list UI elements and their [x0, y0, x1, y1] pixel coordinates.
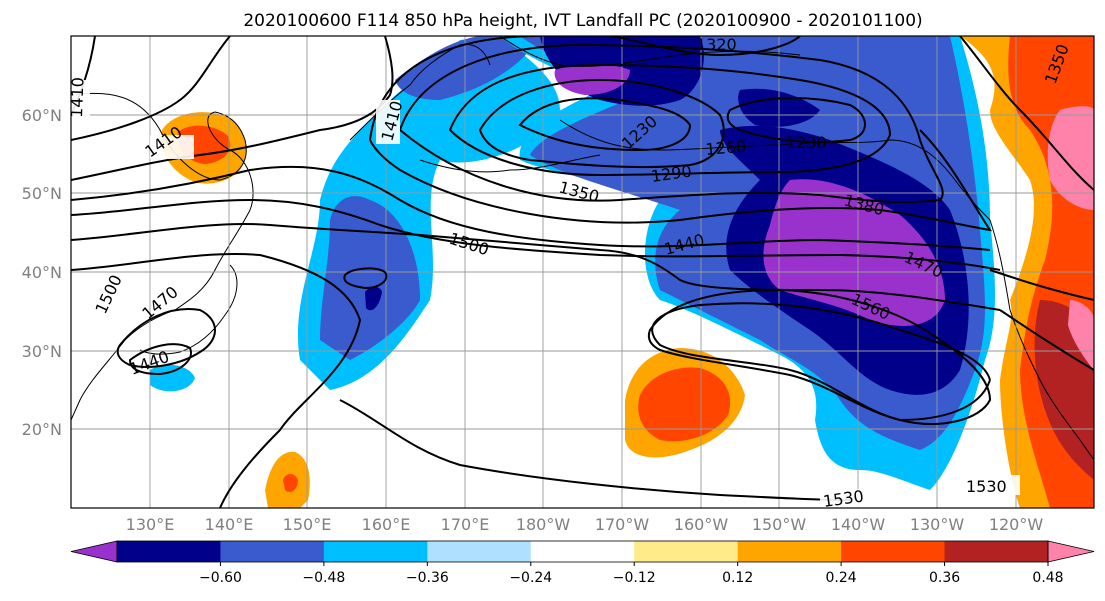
- contour-labels: 1410 1410 1410 1470 1500 1440 1230 1260 …: [67, 35, 1073, 510]
- contour-small-loop: [343, 267, 388, 290]
- lon-tick-160e: 160°E: [362, 515, 411, 534]
- negative-blob-south-west: [150, 364, 195, 392]
- contour-1560: [647, 288, 992, 425]
- contour-1320: [609, 36, 801, 57]
- colorbar-swatch: [841, 541, 946, 562]
- contour-label-1530-b: 1530: [966, 477, 1007, 496]
- colorbar-frame: [116, 540, 1049, 563]
- colorbar-swatch: [634, 541, 739, 562]
- lat-tick-20: 20°N: [22, 420, 62, 439]
- colorbar-swatch: [737, 541, 842, 562]
- colorbar-swatch: [323, 541, 428, 562]
- contour-1260: [478, 78, 725, 169]
- colorbar-swatches: [70, 540, 1095, 563]
- colorbar-label: 0.24: [826, 570, 857, 586]
- colorbar-extend-max: [1047, 540, 1095, 563]
- map-frame: [70, 35, 1095, 509]
- lat-tick-60: 60°N: [22, 106, 62, 125]
- colorbar-swatch: [944, 541, 1049, 562]
- contour-1410-north: [71, 36, 231, 141]
- colorbar-label: −0.24: [509, 570, 552, 586]
- contour-1500: [71, 222, 1001, 311]
- colorbar: −0.60 −0.48 −0.36 −0.24 −0.12 0.12 0.24 0.36 0.4…: [70, 540, 1095, 586]
- negative-region-west-top: [395, 36, 540, 100]
- latitude-axis: 60°N 50°N 40°N 30°N 20°N: [22, 106, 62, 439]
- contour-east-1500: [999, 309, 1094, 371]
- positive-region-east-pink-2: [1068, 300, 1094, 370]
- colorbar-label: −0.36: [406, 570, 449, 586]
- contour-1410-arc: [71, 36, 394, 181]
- coast-northamerica: [989, 219, 1094, 461]
- lon-tick-180w: 180°W: [516, 515, 571, 534]
- contour-1350: [398, 43, 944, 204]
- contour-1290: [448, 63, 892, 177]
- positive-region-east-pink: [1047, 106, 1094, 210]
- lon-tick-130w: 130°W: [910, 515, 965, 534]
- contour-label-1410-a: 1410: [67, 77, 87, 118]
- positive-region-mid-red: [638, 367, 731, 442]
- colorbar-swatch: [220, 541, 325, 562]
- coast-japan: [139, 264, 238, 355]
- colorbar-label: 0.48: [1032, 570, 1063, 586]
- lon-tick-120w: 120°W: [989, 515, 1044, 534]
- map-title: 2020100600 F114 850 hPa height, IVT Land…: [243, 11, 922, 31]
- contour-1230-west: [518, 97, 692, 152]
- lon-tick-170w: 170°W: [595, 515, 650, 534]
- lat-tick-40: 40°N: [22, 263, 62, 282]
- contour-1530-south: [339, 399, 851, 501]
- contour-1470-japan: [116, 308, 216, 368]
- lon-tick-130e: 130°E: [126, 515, 175, 534]
- contour-1440: [71, 165, 991, 251]
- contour-label-1530-a: 1530: [822, 486, 865, 510]
- contour-1470: [71, 198, 1001, 271]
- lon-tick-150w: 150°W: [752, 515, 807, 534]
- contour-label-1230-b: 1230: [786, 133, 827, 152]
- coast-aleutians: [419, 154, 601, 173]
- lon-tick-160w: 160°W: [674, 515, 729, 534]
- lon-tick-150e: 150°E: [283, 515, 332, 534]
- contour-east-1350: [959, 36, 1094, 191]
- colorbar-label: −0.48: [302, 570, 345, 586]
- contour-1440-japan: [128, 343, 192, 376]
- lat-tick-50: 50°N: [22, 184, 62, 203]
- colorbar-labels: −0.60 −0.48 −0.36 −0.24 −0.12 0.12 0.24 0.36 0.4…: [199, 562, 1064, 586]
- graticule: [71, 36, 1094, 508]
- negative-region-west-inner: [320, 196, 420, 360]
- colorbar-swatch: [117, 541, 221, 562]
- lon-tick-140w: 140°W: [831, 515, 886, 534]
- lon-tick-170e: 170°E: [441, 515, 490, 534]
- lat-tick-30: 30°N: [22, 342, 62, 361]
- negative-blob-west-small: [365, 286, 382, 311]
- colorbar-extend-min: [70, 540, 118, 563]
- colorbar-label: 0.12: [722, 570, 753, 586]
- colorbar-swatch: [427, 541, 532, 562]
- colorbar-swatch: [530, 541, 635, 562]
- height-contours: [71, 36, 1094, 508]
- map-panel: 1410 1410 1410 1470 1500 1440 1230 1260 …: [67, 35, 1095, 510]
- lon-tick-140e: 140°E: [205, 515, 254, 534]
- longitude-axis: 130°E 140°E 150°E 160°E 170°E 180°W 170°…: [126, 515, 1044, 534]
- contour-east-1440: [989, 269, 1094, 301]
- contour-label-1260: 1260: [705, 137, 747, 159]
- positive-region-south-red: [283, 474, 298, 492]
- contour-label-1320: 1320: [696, 35, 737, 54]
- colorbar-label: −0.12: [613, 570, 656, 586]
- contour-1230-east: [726, 97, 866, 143]
- colorbar-label: −0.60: [199, 570, 242, 586]
- colorbar-label: 0.36: [929, 570, 960, 586]
